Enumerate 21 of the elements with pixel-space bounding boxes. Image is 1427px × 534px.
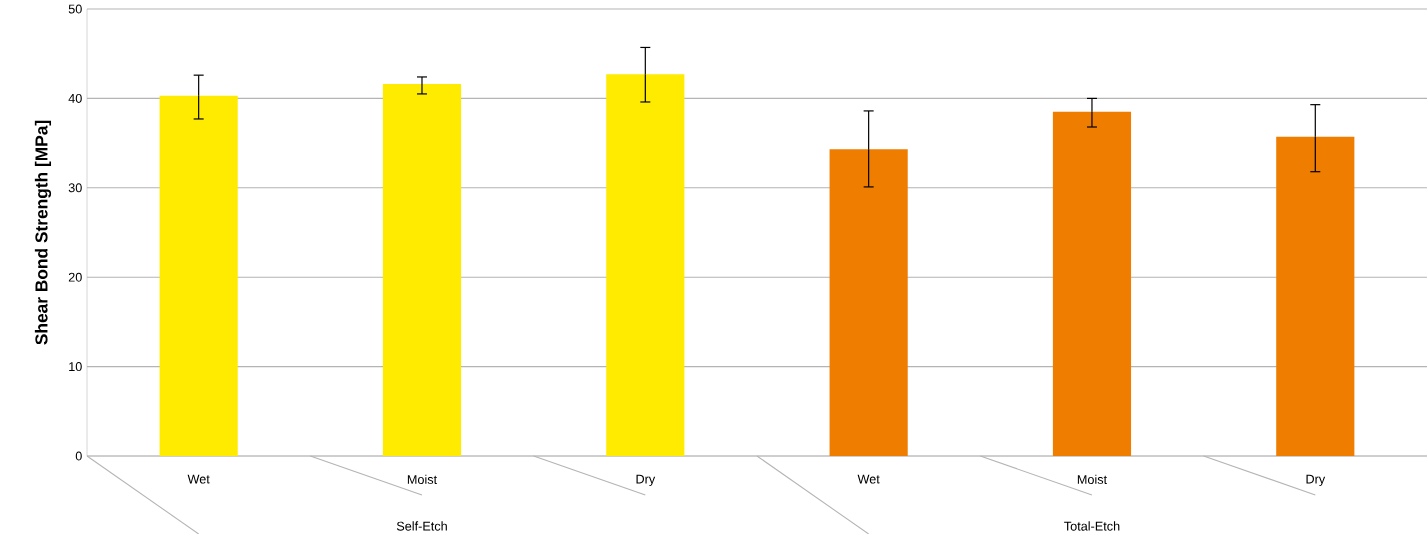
y-tick-label: 20 (68, 272, 82, 282)
x-tick-label: Moist (407, 474, 438, 484)
x-tick-label: Moist (1077, 474, 1107, 484)
x-tick-label: Wet (857, 474, 880, 484)
bar (1276, 136, 1355, 456)
bar (1052, 111, 1132, 456)
text: Total-Etch (1064, 521, 1120, 531)
bar (606, 74, 685, 456)
bar (382, 84, 462, 456)
bar (829, 149, 908, 456)
x-tick-label: Wet (187, 474, 210, 484)
y-tick-label: 30 (68, 183, 82, 193)
y-axis-title: Shear Bond Strength [MPa] (34, 120, 52, 345)
x-tick-label: Dry (636, 474, 656, 487)
text: Self-Etch (396, 521, 447, 531)
y-tick-label: 40 (68, 93, 82, 103)
y-tick-label: 0 (75, 451, 82, 461)
bar (159, 95, 238, 456)
y-tick-label: 50 (68, 4, 82, 14)
x-tick-label: Dry (1306, 474, 1326, 487)
y-tick-label: 10 (69, 362, 82, 372)
